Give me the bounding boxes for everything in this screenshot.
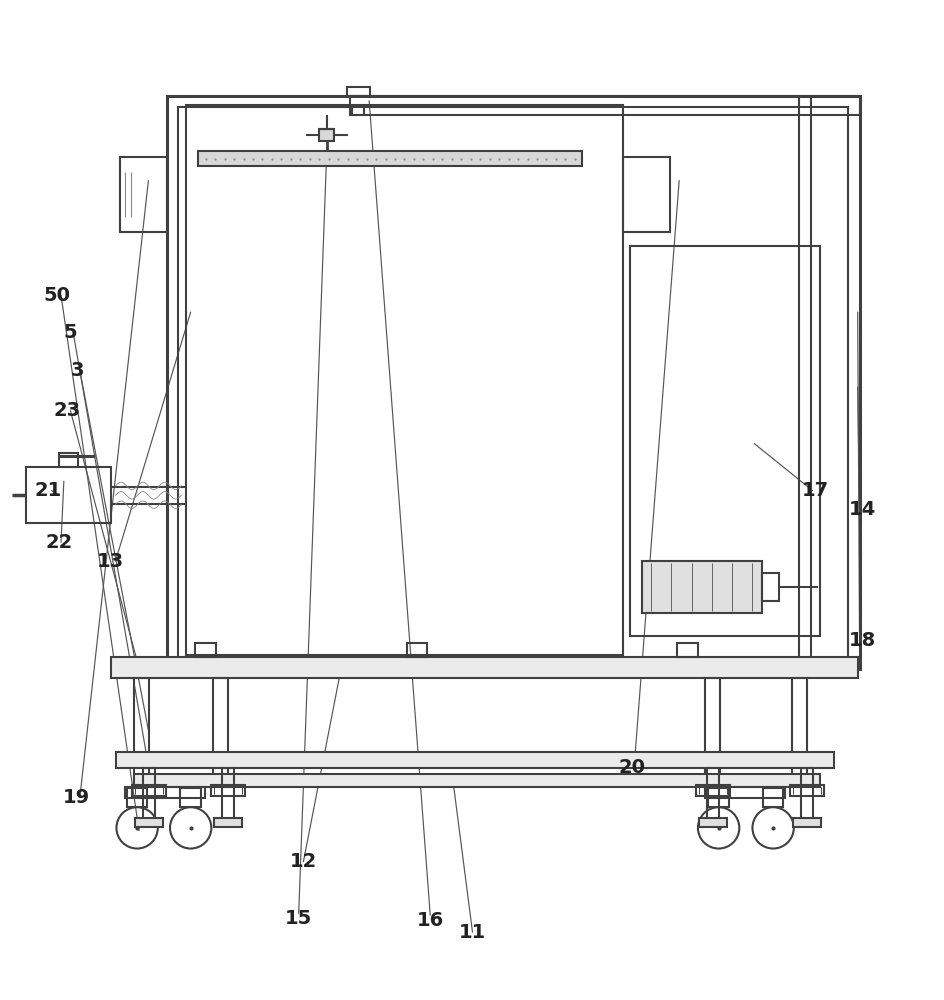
Text: 11: 11: [459, 923, 485, 942]
Bar: [59, 453, 77, 467]
Text: 20: 20: [618, 758, 645, 777]
Text: 16: 16: [416, 911, 444, 930]
Bar: [115, 752, 834, 768]
Text: 5: 5: [63, 323, 77, 342]
Bar: [789, 785, 823, 796]
Bar: [708, 788, 728, 807]
Bar: [792, 818, 820, 827]
Bar: [222, 768, 234, 819]
Bar: [214, 818, 242, 827]
Bar: [195, 643, 216, 657]
Bar: [350, 96, 859, 115]
Text: 17: 17: [801, 481, 828, 500]
Bar: [26, 467, 110, 523]
Text: 18: 18: [848, 631, 875, 650]
Bar: [800, 768, 812, 819]
Bar: [135, 818, 163, 827]
Bar: [180, 788, 201, 807]
Bar: [641, 561, 761, 613]
Text: 15: 15: [285, 909, 312, 928]
Text: 50: 50: [43, 286, 71, 305]
Bar: [346, 87, 370, 96]
Bar: [677, 643, 698, 657]
Bar: [198, 151, 582, 166]
Bar: [134, 678, 149, 787]
Bar: [706, 768, 718, 819]
Bar: [699, 818, 726, 827]
Text: 14: 14: [848, 500, 875, 519]
Bar: [762, 788, 783, 807]
Text: 19: 19: [62, 788, 90, 807]
Bar: [110, 657, 857, 678]
Bar: [406, 643, 427, 657]
Text: 12: 12: [290, 852, 316, 871]
Bar: [213, 678, 228, 787]
Text: 3: 3: [71, 361, 85, 380]
Bar: [630, 246, 819, 636]
Bar: [705, 787, 784, 798]
Bar: [120, 157, 167, 232]
Bar: [186, 105, 622, 655]
Bar: [167, 96, 859, 669]
Bar: [143, 768, 155, 819]
Bar: [622, 157, 669, 232]
Bar: [211, 785, 244, 796]
Text: 21: 21: [34, 481, 61, 500]
Text: 22: 22: [45, 533, 73, 552]
Text: 23: 23: [53, 401, 80, 420]
Bar: [134, 774, 819, 787]
Bar: [126, 788, 147, 807]
Bar: [761, 573, 778, 601]
Text: 13: 13: [97, 552, 125, 571]
Bar: [178, 107, 848, 658]
Bar: [125, 787, 205, 798]
Bar: [696, 785, 729, 796]
Bar: [319, 129, 334, 141]
Bar: [132, 785, 166, 796]
Bar: [704, 678, 718, 787]
Bar: [791, 678, 806, 787]
